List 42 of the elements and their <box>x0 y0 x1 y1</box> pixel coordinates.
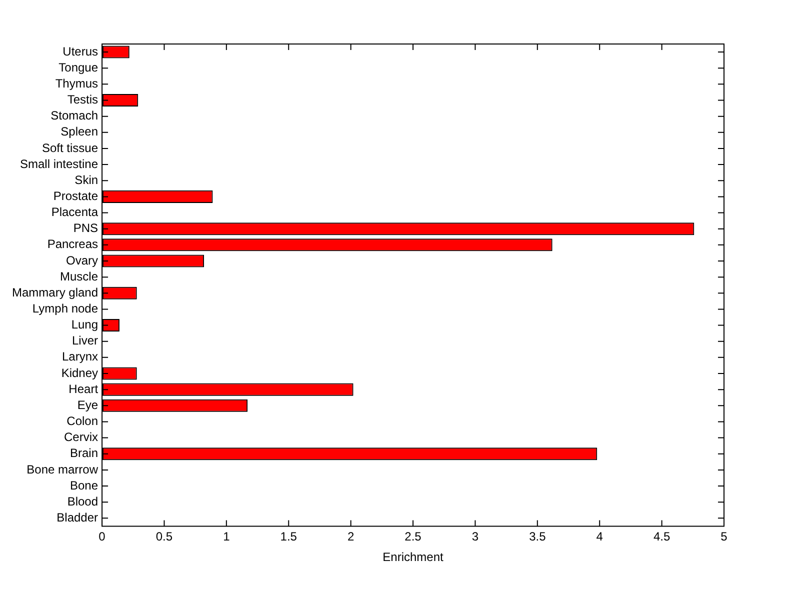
y-tick-label: Testis <box>67 92 98 107</box>
y-tick-label: Spleen <box>60 124 98 139</box>
y-tick-label: Prostate <box>53 189 98 204</box>
y-tick-label: Liver <box>72 334 98 348</box>
x-tick-label: 0 <box>98 530 106 544</box>
y-tick-label: Uterus <box>62 44 98 58</box>
y-tick-label: PNS <box>73 221 98 236</box>
y-tick-label: Colon <box>66 414 98 428</box>
x-tick-label: 5 <box>720 530 728 544</box>
y-tick-label: Stomach <box>50 108 98 123</box>
y-tick-label: Lymph node <box>32 302 98 316</box>
y-tick-label: Kidney <box>61 366 98 380</box>
y-tick-label: Bone <box>70 478 98 492</box>
y-tick-label: Placenta <box>51 205 98 220</box>
y-tick-label: Tongue <box>58 60 98 74</box>
y-tick-label: Blood <box>67 494 98 508</box>
x-tick-label: 3 <box>472 530 479 544</box>
y-tick-label: Larynx <box>62 350 98 364</box>
y-tick-label: Thymus <box>55 76 98 90</box>
y-tick-label: Bone marrow <box>26 462 98 476</box>
x-tick-label: 2.5 <box>404 530 422 544</box>
y-tick-label: Mammary gland <box>12 285 98 300</box>
y-tick-label: Small intestine <box>20 156 98 171</box>
x-tick-label: 1 <box>223 530 230 544</box>
x-tick-label: 3.5 <box>529 530 546 544</box>
y-tick-label: Cervix <box>64 430 98 444</box>
y-tick-label: Brain <box>70 446 98 460</box>
y-tick-label: Bladder <box>56 510 98 524</box>
x-tick-label: 4.5 <box>653 530 670 544</box>
y-tick-label: Muscle <box>60 269 98 284</box>
y-tick-label: Eye <box>77 398 98 412</box>
x-tick-label: 4 <box>596 530 604 544</box>
y-tick-label: Ovary <box>66 253 98 268</box>
y-tick-label: Pancreas <box>47 237 98 252</box>
y-tick-label: Heart <box>68 382 99 396</box>
y-tick-label: Skin <box>74 172 98 187</box>
x-tick-label: 0.5 <box>156 530 173 544</box>
y-tick-label: Lung <box>71 318 98 332</box>
x-axis-title: Enrichment <box>382 550 444 564</box>
x-tick-label: 1.5 <box>280 530 298 544</box>
x-tick-label: 2 <box>347 530 354 544</box>
y-tick-label: Soft tissue <box>42 140 98 155</box>
